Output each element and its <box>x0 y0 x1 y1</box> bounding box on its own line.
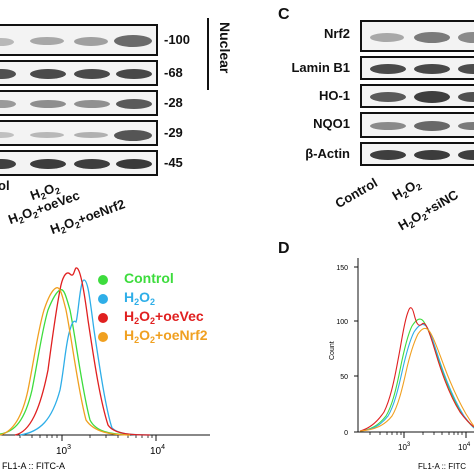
panel-letter-c: C <box>278 6 290 23</box>
flow-histogram-left: 103 104 FL1-A :: FITC-A <box>0 267 210 471</box>
histogram-curve-control <box>0 289 131 436</box>
blot-strip-ho1 <box>0 90 158 116</box>
legend-swatch-oenrf2 <box>98 332 108 342</box>
protein-label: β-Actin <box>305 146 350 161</box>
y-axis-label: Count <box>329 341 336 360</box>
lane-label-c: Control <box>332 174 381 211</box>
y-tick-label: 50 <box>340 374 348 381</box>
y-tick-label: 150 <box>336 265 348 272</box>
nuclear-label: Nuclear <box>217 22 233 74</box>
histogram-curve-oenrf2 <box>0 287 131 436</box>
histogram-curve-oenrf2 <box>359 327 474 432</box>
legend-swatch-h2o2 <box>98 294 108 304</box>
nuclear-bracket <box>207 18 209 90</box>
blot-c-actin <box>360 142 474 166</box>
histogram-curve-oevec <box>14 267 151 436</box>
lane-label: ol <box>0 178 10 193</box>
x-axis-label: FL1-A :: FITC-A <box>2 461 65 471</box>
legend-label-h2o2: H2O2 <box>124 289 156 307</box>
y-tick-label: 100 <box>336 319 348 326</box>
marker-label: -28 <box>164 95 183 110</box>
blot-c-ho1 <box>360 84 474 108</box>
histogram-curve-oevec <box>359 307 474 432</box>
blot-c-nrf2 <box>360 20 474 52</box>
protein-label: HO-1 <box>318 88 350 103</box>
x-tick-label: 104 <box>150 444 165 457</box>
blot-strip-actin <box>0 150 158 176</box>
legend-label-oenrf2: H2O2+oeNrf2 <box>124 327 208 345</box>
x-tick-label: 103 <box>398 442 411 452</box>
histogram-curve-h2o2 <box>359 323 474 432</box>
histogram-curve-control <box>359 318 474 432</box>
legend-label-control: Control <box>124 270 174 286</box>
legend-label-oevec: H2O2+oeVec <box>124 308 204 326</box>
blot-strip-nrf2 <box>0 24 158 56</box>
histogram-curve-h2o2 <box>19 279 151 436</box>
y-tick-label: 0 <box>344 430 348 437</box>
flow-histogram-right: 0 50 100 150 Count 103 104 FL1-A :: FITC <box>329 258 474 471</box>
blot-c-lamin <box>360 56 474 80</box>
marker-label: -68 <box>164 65 183 80</box>
x-tick-label: 103 <box>56 444 71 457</box>
protein-label: Nrf2 <box>323 26 350 41</box>
legend-swatch-control <box>98 275 108 285</box>
marker-label: -29 <box>164 125 183 140</box>
x-tick-label: 104 <box>458 442 471 452</box>
lane-label-c: H2O2 <box>389 178 424 204</box>
x-axis-label: FL1-A :: FITC <box>418 462 466 471</box>
panel-letter-d: D <box>278 240 290 257</box>
marker-label: -45 <box>164 155 183 170</box>
protein-label: Lamin B1 <box>291 60 350 75</box>
marker-label: -100 <box>164 32 191 47</box>
protein-label: NQO1 <box>313 116 350 131</box>
blot-strip-lamin <box>0 60 158 86</box>
blot-c-nqo1 <box>360 112 474 138</box>
legend-swatch-oevec <box>98 313 108 323</box>
blot-strip-nqo1 <box>0 120 158 146</box>
